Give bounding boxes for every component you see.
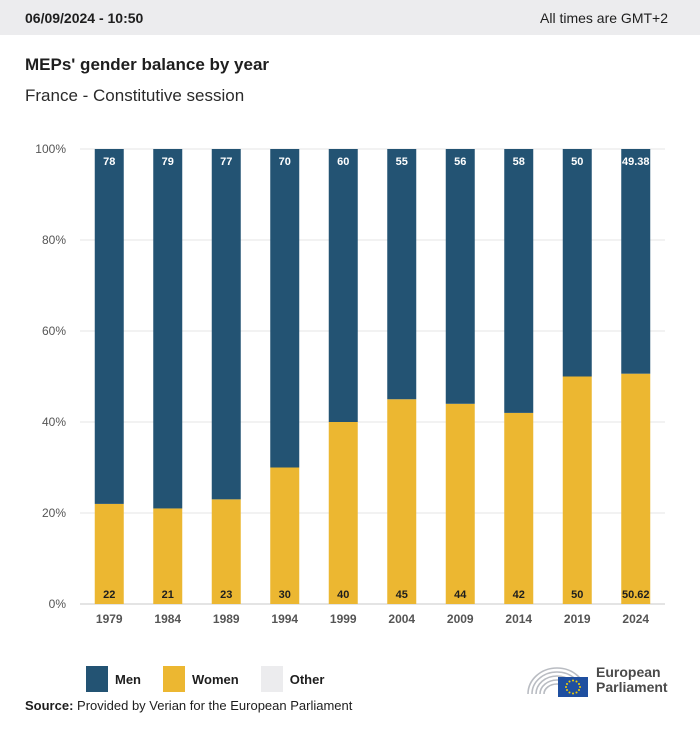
bar-men	[504, 149, 534, 413]
data-label-men: 58	[513, 156, 525, 168]
bar-women	[94, 503, 124, 604]
european-parliament-logo: European Parliament	[524, 660, 668, 700]
x-tick-label: 2019	[564, 612, 591, 626]
stacked-bar-chart: 0% 20% 40% 60% 80% 100% 22 78 1979 21 79 1984 23 77 19…	[35, 142, 665, 626]
data-label-women: 45	[396, 589, 408, 601]
bar-women	[328, 422, 358, 604]
bar-men	[328, 149, 358, 422]
x-tick-label: 2004	[388, 612, 415, 626]
legend-label-women: Women	[192, 671, 239, 687]
data-label-women: 22	[103, 589, 115, 601]
bar-men	[445, 149, 475, 404]
x-tick-label: 1999	[330, 612, 357, 626]
data-label-men: 50	[571, 156, 583, 168]
legend-item-women[interactable]: Women	[163, 666, 239, 692]
timezone-note: All times are GMT+2	[540, 9, 668, 26]
bar-women	[445, 403, 475, 604]
chart-subtitle: France - Constitutive session	[25, 86, 245, 105]
data-label-women: 23	[220, 589, 232, 601]
x-tick-label: 2009	[447, 612, 474, 626]
bar-women	[153, 508, 183, 604]
bar-men	[562, 149, 592, 377]
data-label-women: 50.62	[622, 589, 650, 601]
data-label-women: 42	[513, 589, 525, 601]
legend-label-other: Other	[289, 671, 325, 687]
legend-swatch-other	[260, 666, 283, 692]
bar-men	[94, 149, 124, 504]
data-label-women: 30	[279, 589, 291, 601]
data-label-men: 49.38	[622, 156, 650, 168]
data-label-women: 21	[162, 589, 174, 601]
logo-text: European Parliament	[596, 665, 668, 695]
data-label-men: 60	[337, 156, 349, 168]
data-label-men: 70	[279, 156, 291, 168]
y-tick-label: 20%	[42, 506, 66, 520]
y-tick-label: 60%	[42, 324, 66, 338]
legend: Men Women Other	[86, 666, 346, 692]
chart-title: MEPs' gender balance by year	[25, 55, 270, 74]
bar-women	[211, 499, 241, 604]
data-label-men: 55	[396, 156, 408, 168]
y-tick-label: 40%	[42, 415, 66, 429]
bar-men	[153, 149, 183, 509]
x-tick-label: 1994	[271, 612, 298, 626]
source-text: Provided by Verian for the European Parl…	[77, 698, 353, 713]
y-tick-label: 100%	[35, 142, 66, 156]
legend-swatch-men	[86, 666, 108, 692]
x-tick-label: 2024	[622, 612, 649, 626]
top-bar: 06/09/2024 - 10:50 All times are GMT+2	[0, 0, 700, 35]
bar-men	[211, 149, 241, 500]
legend-swatch-women	[163, 666, 185, 692]
x-tick-label: 2014	[505, 612, 532, 626]
data-label-men: 77	[220, 156, 232, 168]
source-label: Source:	[25, 698, 74, 713]
x-tick-label: 1979	[96, 612, 123, 626]
datetime: 06/09/2024 - 10:50	[25, 9, 144, 26]
bar-women	[562, 376, 592, 604]
x-tick-label: 1984	[154, 612, 181, 626]
data-label-women: 40	[337, 589, 349, 601]
bar-women	[504, 412, 534, 604]
bar-men	[621, 149, 651, 374]
data-label-men: 78	[103, 156, 115, 168]
data-label-men: 56	[454, 156, 466, 168]
bar-women	[270, 467, 300, 604]
legend-item-other[interactable]: Other	[260, 666, 325, 692]
data-label-women: 44	[454, 589, 467, 601]
bar-men	[387, 149, 417, 400]
y-tick-label: 0%	[49, 597, 67, 611]
data-label-men: 79	[162, 156, 174, 168]
logo-line-2: Parliament	[596, 679, 668, 695]
legend-item-men[interactable]: Men	[86, 666, 141, 692]
bar-men	[270, 149, 300, 468]
source-note: Source: Provided by Verian for the Europ…	[25, 698, 352, 713]
bar-women	[621, 373, 651, 604]
x-tick-label: 1989	[213, 612, 240, 626]
european-parliament-logo-icon	[527, 667, 588, 697]
y-tick-label: 80%	[42, 233, 66, 247]
logo-line-1: European	[596, 664, 661, 680]
bar-women	[387, 399, 417, 604]
legend-label-men: Men	[115, 671, 141, 687]
data-label-women: 50	[571, 589, 583, 601]
